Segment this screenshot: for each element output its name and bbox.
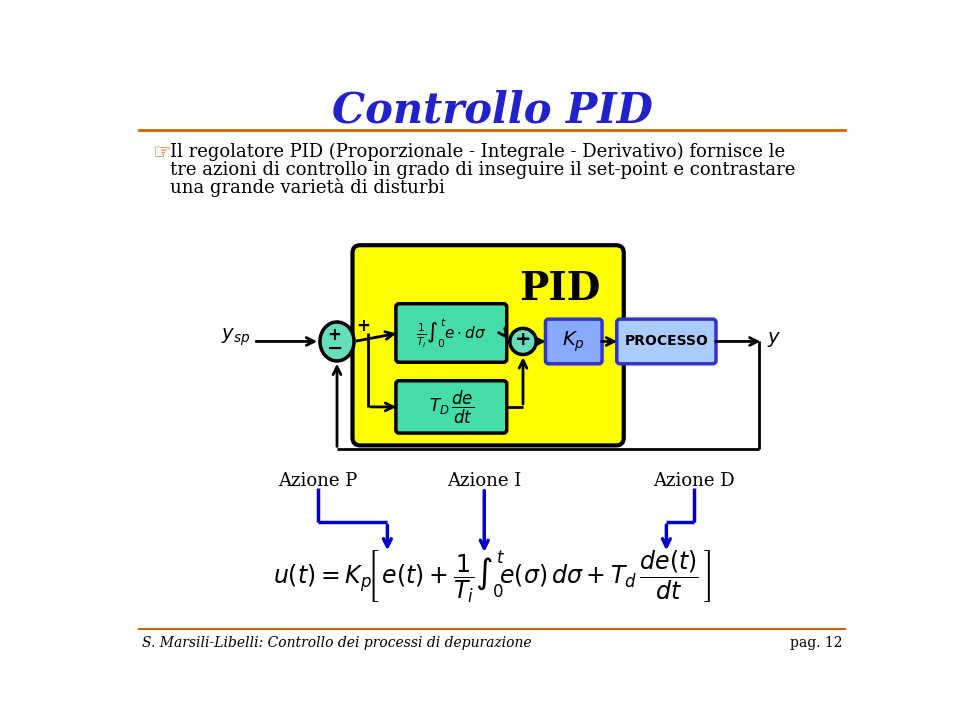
Text: S. Marsili-Libelli: Controllo dei processi di depurazione: S. Marsili-Libelli: Controllo dei proces…	[142, 636, 531, 650]
Text: −: −	[326, 339, 343, 358]
Ellipse shape	[320, 322, 354, 361]
Text: $y$: $y$	[767, 331, 781, 349]
Text: $u(t) = K_p\!\left[\,e(t)+\dfrac{1}{T_i}\int_0^t\!e(\sigma)\,d\sigma + T_d\,\dfr: $u(t) = K_p\!\left[\,e(t)+\dfrac{1}{T_i}…	[273, 548, 711, 604]
Text: Azione D: Azione D	[653, 472, 734, 491]
Text: pag. 12: pag. 12	[790, 636, 842, 650]
Text: Controllo PID: Controllo PID	[331, 90, 653, 132]
Text: PROCESSO: PROCESSO	[624, 334, 708, 349]
Text: $T_D\,\dfrac{de}{dt}$: $T_D\,\dfrac{de}{dt}$	[429, 388, 474, 425]
Text: $K_p$: $K_p$	[563, 329, 586, 354]
FancyBboxPatch shape	[396, 304, 507, 363]
Text: Azione I: Azione I	[447, 472, 521, 491]
Text: una grande varietà di disturbi: una grande varietà di disturbi	[170, 178, 445, 197]
Text: Il regolatore PID (Proporzionale - Integrale - Derivativo) fornisce le: Il regolatore PID (Proporzionale - Integ…	[170, 143, 785, 161]
Text: PID: PID	[519, 270, 601, 308]
FancyBboxPatch shape	[352, 245, 624, 446]
FancyBboxPatch shape	[396, 381, 507, 433]
Text: Azione P: Azione P	[278, 472, 357, 491]
Ellipse shape	[510, 328, 537, 355]
Text: ☞: ☞	[153, 143, 171, 163]
FancyBboxPatch shape	[545, 319, 602, 364]
FancyBboxPatch shape	[616, 319, 716, 364]
Text: tre azioni di controllo in grado di inseguire il set-point e contrastare: tre azioni di controllo in grado di inse…	[170, 160, 796, 178]
Text: +: +	[356, 317, 371, 335]
Text: +: +	[515, 331, 531, 349]
Text: $\frac{1}{T_i}\int_0^t e\cdot d\sigma$: $\frac{1}{T_i}\int_0^t e\cdot d\sigma$	[416, 316, 487, 349]
Text: $y_{sp}$: $y_{sp}$	[221, 327, 251, 349]
Text: +: +	[327, 325, 342, 344]
